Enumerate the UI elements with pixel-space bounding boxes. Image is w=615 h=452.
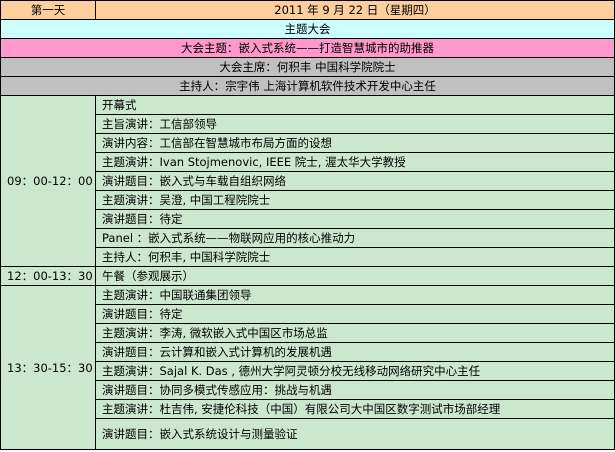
session-time: 12：00-13：30 (0, 266, 96, 286)
table-row: 主旨演讲：工信部领导 (1, 114, 615, 134)
table-row: 主题演讲：Ivan Stojmenovic, IEEE 院士, 渥太华大学教授 (1, 152, 615, 172)
agenda-item: 主旨演讲：工信部领导 (95, 114, 615, 134)
table-row: 12：00-13：30 午餐（参观展示） (0, 266, 615, 286)
plenary-title: 主题大会 (0, 19, 615, 39)
table-row: 09：00-12：00 开幕式 (0, 95, 615, 267)
agenda-item: 演讲题目：嵌入式与车载自组织网络 (95, 171, 615, 191)
agenda-item: 演讲内容：工信部在智慧城市布局方面的设想 (95, 133, 615, 153)
agenda-item: 演讲题目：待定 (95, 209, 615, 229)
session-time: 13：30-15：30 (0, 285, 96, 450)
agenda-item: 主题演讲：杜吉伟, 安捷伦科技（中国）有限公司大中国区数字测试市场部经理 (95, 399, 615, 419)
table-row: 演讲题目：嵌入式系统设计与测量验证 (1, 418, 615, 450)
agenda-item: 主题演讲：吴澄, 中国工程院院士 (95, 190, 615, 210)
table-row: 13：30-15：30 主题演讲：中国联通集团领导 (0, 285, 615, 450)
header-row: 第一天 2011 年 9 月 22 日（星期四） (0, 0, 615, 20)
table-row: 主题演讲：杜吉伟, 安捷伦科技（中国）有限公司大中国区数字测试市场部经理 (1, 399, 615, 419)
agenda-item: 主题演讲：中国联通集团领导 (95, 285, 615, 305)
agenda-item: 主持人：何积丰, 中国科学院院士 (95, 247, 615, 267)
table-row: 演讲题目：协同多模式传感应用：挑战与机遇 (1, 380, 615, 400)
table-row: 演讲题目：待定 (1, 209, 615, 229)
conference-host: 主持人：宗宇伟 上海计算机软件技术开发中心主任 (0, 76, 615, 96)
agenda-item: 主题演讲：李涛, 微软嵌入式中国区市场总监 (95, 323, 615, 343)
table-row: 主题演讲：吴澄, 中国工程院院士 (1, 190, 615, 210)
conference-chair: 大会主席：何积丰 中国科学院院士 (0, 57, 615, 77)
agenda-item: 主题演讲：Ivan Stojmenovic, IEEE 院士, 渥太华大学教授 (95, 152, 615, 172)
agenda-item: 开幕式 (95, 95, 615, 115)
agenda-item: 午餐（参观展示） (95, 266, 615, 286)
agenda-item: 演讲题目：嵌入式系统设计与测量验证 (95, 418, 615, 450)
table-row: 演讲题目：待定 (1, 304, 615, 324)
session-time: 09：00-12：00 (0, 95, 96, 267)
table-row: Panel ：嵌入式系统——物联网应用的核心推动力 (1, 228, 615, 248)
conference-theme: 大会主题：嵌入式系统——打造智慧城市的助推器 (0, 38, 615, 58)
table-row: 演讲内容：工信部在智慧城市布局方面的设想 (1, 133, 615, 153)
table-row: 演讲题目：云计算和嵌入式计算机的发展机遇 (1, 342, 615, 362)
day-label: 第一天 (0, 0, 96, 20)
agenda-item: Panel ：嵌入式系统——物联网应用的核心推动力 (95, 228, 615, 248)
date-label: 2011 年 9 月 22 日（星期四） (95, 0, 615, 20)
agenda-item: 演讲题目：待定 (95, 304, 615, 324)
agenda-item: 演讲题目：云计算和嵌入式计算机的发展机遇 (95, 342, 615, 362)
agenda-item: 主题演讲：Sajal K. Das , 德州大学阿灵顿分校无线移动网络研究中心主… (95, 361, 615, 381)
agenda-item: 演讲题目：协同多模式传感应用：挑战与机遇 (95, 380, 615, 400)
